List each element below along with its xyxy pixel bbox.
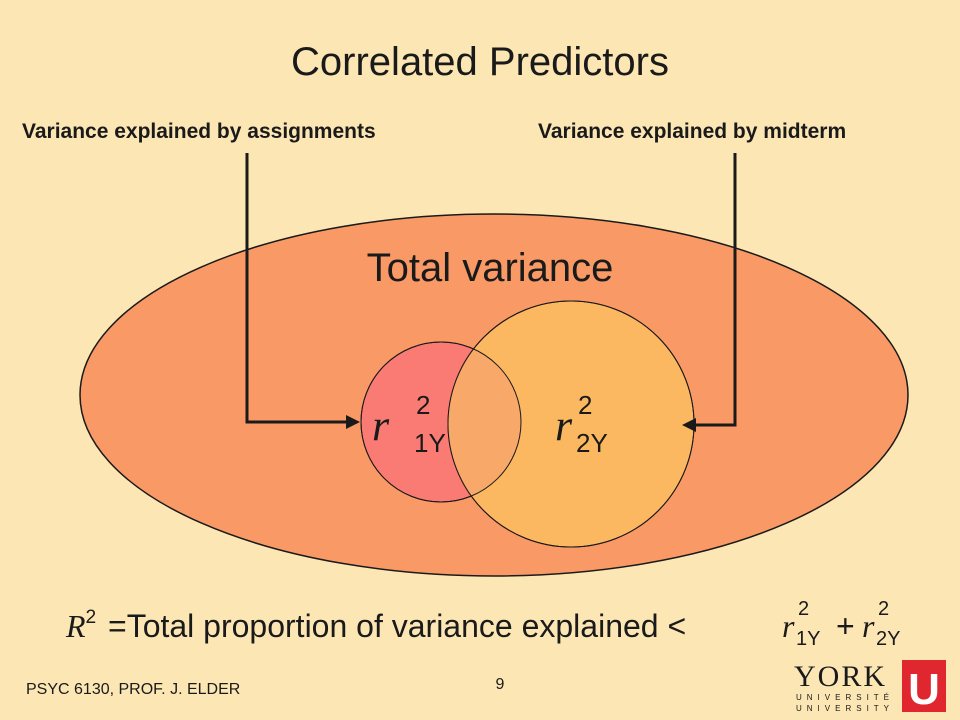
- york-logo-word: YORK: [794, 660, 887, 693]
- formula-R-sup: 2: [85, 606, 97, 628]
- r2y-sup: 2: [578, 390, 592, 420]
- formula-term1-var: r: [782, 608, 795, 644]
- formula-term2-var: r: [862, 608, 875, 644]
- formula-term2-sub: 2Y: [876, 628, 901, 650]
- midterm-arrowhead: [682, 418, 696, 432]
- midterm-label: Variance explained by midterm: [538, 120, 847, 143]
- formula-term1-sup: 2: [798, 598, 810, 620]
- r2y-var: r: [555, 401, 573, 450]
- york-logo-mark: U: [908, 665, 940, 714]
- formula-R: R: [66, 608, 86, 644]
- total-variance-label: Total variance: [367, 246, 614, 290]
- formula-term2-sup: 2: [878, 598, 890, 620]
- slide-title: Correlated Predictors: [291, 40, 669, 84]
- york-logo-line2: UNIVERSITY: [796, 704, 894, 713]
- formula-plus: +: [836, 608, 855, 644]
- formula-term1-sub: 1Y: [796, 628, 821, 650]
- formula-text: =Total proportion of variance explained …: [108, 608, 687, 644]
- formula-term1: r 2 1Y: [782, 598, 820, 650]
- assignments-circle-outline: [360, 341, 522, 503]
- midterm-arrow-line: [694, 153, 737, 427]
- page-number: 9: [495, 676, 505, 693]
- york-logo-line1: UNIVERSITÉ: [796, 693, 894, 702]
- york-logo-mark-bg: [902, 660, 946, 712]
- assignments-arrow-line: [245, 153, 348, 424]
- r1y-label: r: [372, 401, 390, 450]
- r1y-sub: 1Y: [414, 428, 446, 458]
- york-logo: YORK UNIVERSITÉ UNIVERSITY U: [794, 660, 946, 714]
- r2y-sub: 2Y: [576, 428, 608, 458]
- formula-term2: r 2 2Y: [862, 598, 900, 650]
- assignments-arrowhead: [346, 415, 360, 429]
- r1y-var: r: [372, 401, 390, 450]
- footer-course: PSYC 6130, PROF. J. ELDER: [26, 681, 241, 698]
- r1y-sup: 2: [416, 390, 430, 420]
- r2y-label: r: [555, 401, 573, 450]
- assignments-label: Variance explained by assignments: [22, 120, 376, 143]
- formula-lhs: R2: [66, 606, 97, 645]
